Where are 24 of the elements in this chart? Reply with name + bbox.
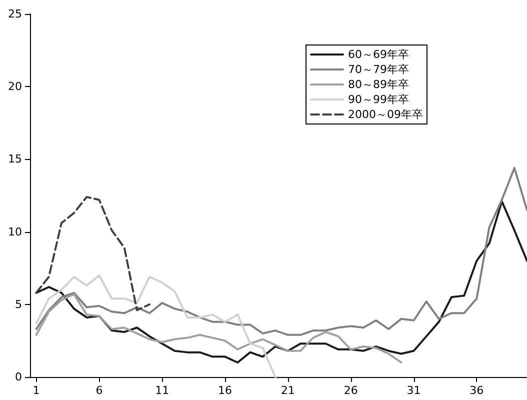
y-tick-label: 10 [8,225,22,238]
x-tick-label: 26 [344,384,358,397]
legend-label: 2000～09年卒 [348,108,424,121]
y-tick-label: 5 [15,298,22,311]
x-tick-label: 36 [470,384,484,397]
legend-label: 60～69年卒 [348,48,410,61]
y-tick-label: 25 [8,8,22,20]
y-tick-label: 20 [8,80,22,94]
legend-label: 70～79年卒 [348,63,410,76]
line-series [35,274,276,378]
legend-label: 80～89年卒 [348,78,410,91]
x-tick-label: 1 [32,384,40,397]
line-series [35,200,527,364]
line-series [35,166,527,336]
x-tick-label: 31 [406,384,421,397]
y-tick-label: 0 [15,370,22,384]
x-tick-label: 16 [218,384,232,397]
x-tick-label: 11 [155,384,170,397]
x-tick-label: 6 [96,384,103,397]
x-tick-label: 21 [280,384,295,397]
y-tick-label: 15 [8,152,22,166]
line-series [35,293,402,364]
line-series [35,196,151,312]
legend-label: 90～99年卒 [348,93,410,106]
